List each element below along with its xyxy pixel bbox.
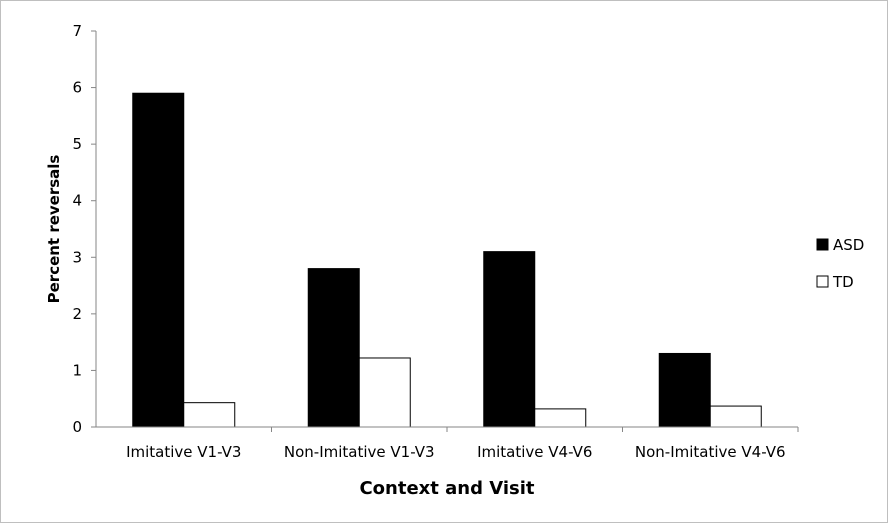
bar-asd-2 — [483, 251, 536, 428]
y-tick-label: 6 — [72, 79, 82, 97]
legend-label-asd: ASD — [833, 236, 864, 254]
bar-td-2 — [534, 408, 587, 428]
y-tick-label: 4 — [72, 192, 82, 210]
y-tick-label: 3 — [72, 248, 82, 266]
x-tick-label: Imitative V1-V3 — [126, 443, 241, 461]
bars — [132, 92, 762, 428]
y-tick-label: 0 — [72, 418, 82, 436]
bar-asd-3 — [658, 352, 711, 428]
legend-label-td: TD — [832, 273, 854, 291]
bar-td-0 — [183, 402, 236, 428]
y-tick-label: 7 — [72, 22, 82, 40]
bar-asd-0 — [132, 92, 185, 428]
legend-swatch-asd — [816, 238, 829, 251]
legend: ASD TD — [816, 236, 864, 291]
bar-td-1 — [358, 357, 411, 428]
y-tick-label: 2 — [72, 305, 82, 323]
x-axis-title: Context and Visit — [359, 478, 534, 499]
bar-td-3 — [709, 405, 762, 428]
y-axis-ticks: 0 1 2 3 4 5 6 7 — [72, 22, 96, 436]
x-tick-label: Non-Imitative V4-V6 — [635, 443, 786, 461]
y-tick-label: 5 — [72, 135, 82, 153]
y-tick-label: 1 — [72, 361, 82, 379]
x-tick-label: Non-Imitative V1-V3 — [284, 443, 435, 461]
y-axis-title: Percent reversals — [45, 155, 63, 304]
bar-asd-1 — [307, 268, 360, 428]
x-axis-labels: Imitative V1-V3 Non-Imitative V1-V3 Imitat… — [126, 427, 799, 461]
x-tick-label: Imitative V4-V6 — [477, 443, 592, 461]
legend-swatch-td — [816, 275, 829, 288]
